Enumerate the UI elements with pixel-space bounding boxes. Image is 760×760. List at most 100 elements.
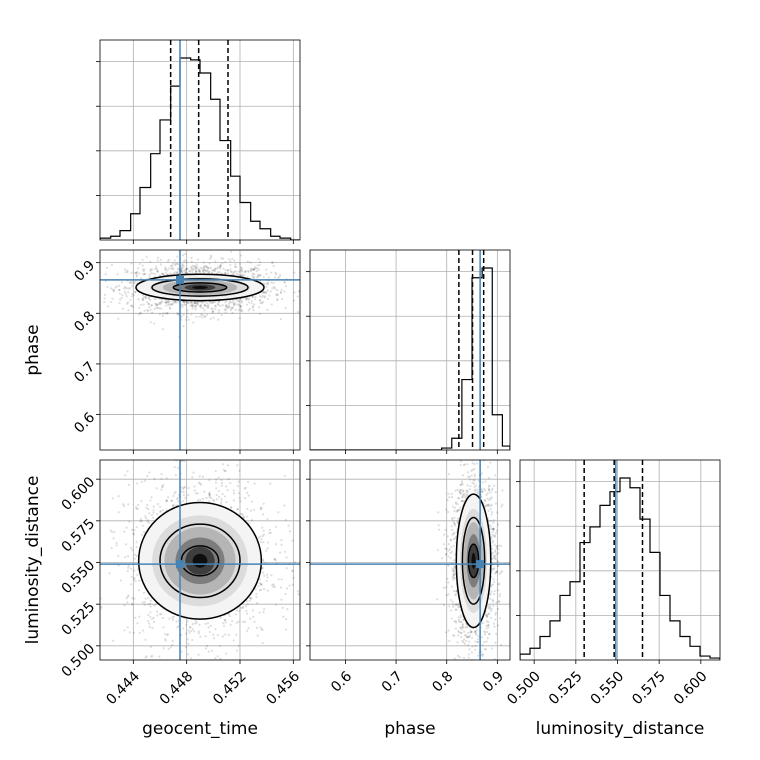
sample-point	[138, 262, 141, 265]
sample-point	[208, 491, 211, 494]
sample-point	[447, 564, 450, 567]
sample-point	[240, 269, 244, 272]
sample-point	[151, 626, 154, 629]
sample-point	[172, 504, 175, 507]
sample-point	[199, 304, 202, 307]
sample-point	[474, 630, 477, 633]
sample-point	[168, 267, 171, 270]
sample-point	[109, 287, 113, 290]
sample-point	[210, 269, 214, 272]
sample-point	[174, 300, 177, 304]
sample-point	[481, 661, 483, 663]
sample-point	[155, 602, 158, 606]
sample-point	[497, 547, 500, 551]
panel-content-hist-luminosity_distance	[520, 460, 720, 660]
panel-hist-luminosity_distance	[516, 459, 721, 664]
sample-point	[167, 647, 170, 650]
sample-point	[194, 492, 198, 495]
sample-point	[145, 506, 148, 509]
sample-point	[205, 644, 209, 648]
sample-point	[117, 511, 120, 514]
sample-point	[182, 493, 185, 497]
sample-point	[239, 500, 242, 503]
sample-point	[192, 268, 195, 271]
sample-point	[211, 301, 214, 304]
sample-point	[251, 268, 255, 271]
sample-point	[453, 565, 456, 569]
sample-point	[171, 303, 174, 306]
sample-point	[474, 484, 477, 487]
sample-point	[185, 455, 187, 457]
sample-point	[133, 577, 136, 580]
sample-point	[138, 631, 141, 634]
sample-point	[296, 590, 300, 593]
sample-point	[156, 614, 159, 617]
sample-point	[449, 538, 452, 541]
contour-line	[172, 282, 228, 293]
sample-point	[246, 491, 249, 494]
sample-point	[254, 588, 257, 591]
sample-point	[195, 621, 198, 624]
sample-point	[448, 496, 451, 499]
sample-point	[187, 302, 190, 305]
sample-point	[265, 285, 268, 288]
sample-point	[112, 290, 116, 293]
sample-point	[136, 482, 139, 485]
sample-point	[180, 271, 184, 274]
sample-point	[182, 487, 185, 491]
sample-point	[94, 284, 96, 286]
panel-content-joint-geocent_time-luminosity_distance	[100, 455, 308, 660]
sample-point	[462, 618, 465, 621]
sample-point	[490, 590, 493, 593]
sample-point	[176, 255, 179, 258]
sample-point	[212, 633, 215, 636]
sample-point	[209, 317, 212, 320]
sample-point	[123, 530, 126, 533]
sample-point	[143, 268, 146, 271]
sample-point	[152, 505, 155, 508]
sample-point	[246, 507, 249, 511]
sample-point	[244, 605, 248, 608]
sample-point	[306, 535, 308, 537]
sample-point	[130, 583, 133, 586]
sample-point	[193, 485, 196, 488]
sample-point	[207, 626, 210, 629]
sample-point	[136, 507, 139, 510]
sample-point	[193, 630, 196, 633]
sample-point	[115, 544, 118, 547]
sample-point	[258, 582, 261, 585]
sample-point	[293, 291, 296, 294]
sample-point	[461, 483, 464, 486]
sample-point	[492, 528, 495, 531]
sample-point	[466, 484, 469, 487]
sample-point	[144, 515, 147, 518]
sample-point	[207, 650, 210, 653]
sample-point	[452, 572, 455, 575]
sample-point	[261, 534, 264, 538]
sample-point	[204, 622, 207, 625]
sample-point	[208, 493, 211, 496]
sample-point	[106, 285, 109, 289]
sample-point	[173, 465, 176, 469]
sample-point	[239, 305, 242, 308]
sample-point	[201, 497, 205, 500]
sample-point	[134, 290, 137, 294]
sample-point	[279, 317, 283, 321]
sample-point	[208, 496, 211, 499]
sample-point	[136, 622, 139, 625]
sample-point	[476, 641, 479, 644]
sample-point	[181, 266, 184, 270]
sample-point	[274, 559, 277, 562]
sample-point	[147, 613, 150, 617]
sample-point	[221, 635, 224, 638]
sample-point	[463, 673, 465, 675]
sample-point	[174, 300, 177, 303]
panel-joint-geocent_time-phase	[94, 249, 301, 454]
sample-point	[226, 269, 230, 272]
sample-point	[198, 269, 201, 272]
sample-point	[225, 304, 228, 308]
sample-point	[473, 630, 477, 633]
sample-point	[481, 643, 484, 647]
sample-point	[220, 257, 223, 260]
sample-point	[211, 307, 214, 310]
